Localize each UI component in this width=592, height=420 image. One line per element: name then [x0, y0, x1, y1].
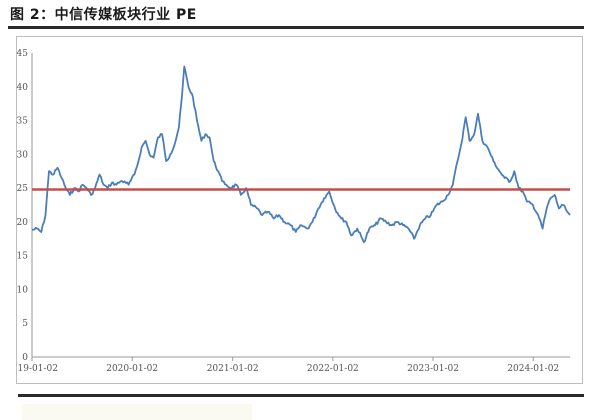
y-tick-label: 30 — [17, 150, 28, 160]
x-tick-label: 2021-01-02 — [207, 364, 259, 374]
x-tick-label: 2024-01-02 — [507, 364, 559, 374]
y-axis: 0 5 10 15 20 25 30 35 40 45 — [17, 49, 33, 363]
x-axis: 2019-01-02 2020-01-02 2021-01-02 2022-01-02… — [17, 356, 570, 374]
y-tick-label: 15 — [17, 252, 28, 262]
y-tick-label: 10 — [17, 285, 28, 295]
x-tick-label: 2019-01-02 — [17, 364, 58, 374]
figure-title: 图 2：中信传媒板块行业 PE — [10, 7, 197, 23]
y-tick-label: 5 — [22, 319, 28, 329]
series-group — [31, 65, 571, 244]
y-tick-label: 45 — [17, 49, 28, 59]
pe-series-line — [31, 65, 571, 244]
y-tick-label: 25 — [17, 184, 28, 194]
x-tick-label: 2022-01-02 — [307, 364, 359, 374]
source-strip — [22, 404, 252, 420]
y-tick-label: 40 — [17, 83, 28, 93]
x-tick-label: 2020-01-02 — [106, 364, 158, 374]
bottom-rule — [18, 394, 584, 397]
y-tick-label: 0 — [22, 353, 28, 363]
y-tick-label: 20 — [17, 218, 28, 228]
top-rule — [8, 26, 584, 29]
y-tick-label: 35 — [17, 117, 28, 127]
x-tick-label: 2023-01-02 — [407, 364, 459, 374]
